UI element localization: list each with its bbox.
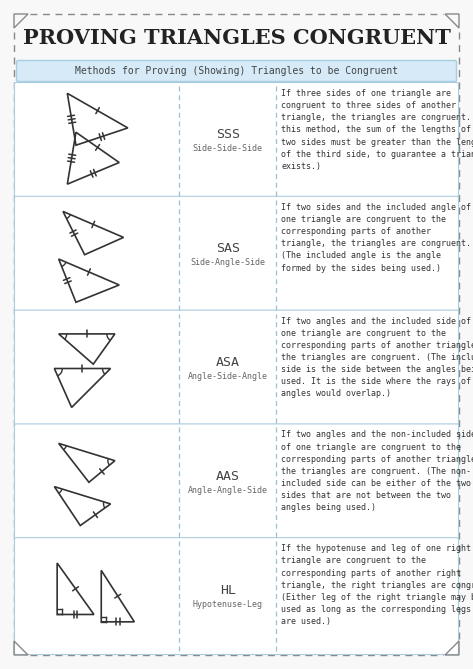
FancyBboxPatch shape [15,82,458,199]
Text: PROVING TRIANGLES CONGRUENT: PROVING TRIANGLES CONGRUENT [23,28,450,48]
Text: Hypotenuse-Leg: Hypotenuse-Leg [193,599,263,609]
Text: If two sides and the included angle of
one triangle are congruent to the
corresp: If two sides and the included angle of o… [281,203,471,272]
Text: If three sides of one triangle are
congruent to three sides of another
triangle,: If three sides of one triangle are congr… [281,89,473,171]
Text: Side-Side-Side: Side-Side-Side [193,145,263,153]
Text: ASA: ASA [216,356,240,369]
FancyBboxPatch shape [15,310,458,427]
Text: If the hypotenuse and leg of one right
triangle are congruent to the
correspondi: If the hypotenuse and leg of one right t… [281,544,473,626]
Text: If two angles and the included side of
one triangle are congruent to the
corresp: If two angles and the included side of o… [281,316,473,399]
Text: Methods for Proving (Showing) Triangles to be Congruent: Methods for Proving (Showing) Triangles … [75,66,398,76]
FancyBboxPatch shape [15,538,458,654]
Text: Angle-Angle-Side: Angle-Angle-Side [188,486,268,495]
Text: SSS: SSS [216,128,240,141]
Text: Angle-Side-Angle: Angle-Side-Angle [188,372,268,381]
FancyBboxPatch shape [15,424,458,541]
Text: If two angles and the non-included side
of one triangle are congruent to the
cor: If two angles and the non-included side … [281,430,473,512]
Text: Side-Angle-Side: Side-Angle-Side [190,258,265,267]
Text: AAS: AAS [216,470,240,483]
FancyBboxPatch shape [17,60,456,82]
Text: HL: HL [219,583,236,597]
Text: SAS: SAS [216,242,240,255]
FancyBboxPatch shape [15,196,458,313]
